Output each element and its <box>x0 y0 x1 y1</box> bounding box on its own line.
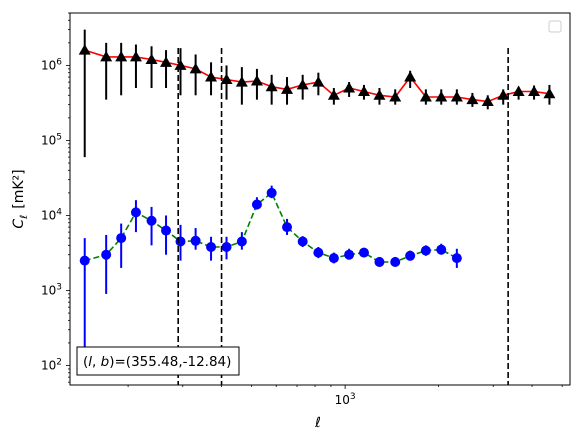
y-tick-label: 105 <box>41 132 62 147</box>
data-point <box>297 236 308 247</box>
data-point <box>481 95 494 107</box>
data-point <box>512 85 525 96</box>
data-point <box>189 62 202 74</box>
data-point <box>190 235 201 246</box>
legend-box[interactable] <box>548 20 562 33</box>
data-point <box>466 93 479 105</box>
y-tick-label: 104 <box>41 207 62 222</box>
annotation-text: (l, b)=(355.48,-12.84) <box>83 354 231 370</box>
data-point <box>450 90 463 102</box>
data-point <box>161 225 172 236</box>
data-point <box>344 249 355 260</box>
data-point <box>130 207 141 218</box>
x-axis-label: ℓ <box>314 415 321 431</box>
data-point <box>100 50 113 62</box>
data-point <box>405 250 416 261</box>
data-point <box>78 44 91 55</box>
data-point <box>419 90 432 102</box>
data-point <box>390 256 401 267</box>
data-point <box>265 80 278 92</box>
data-point <box>145 53 158 64</box>
svg-text:Cℓ[mK²]: Cℓ [mK²] <box>11 169 30 228</box>
y-tick-label: 106 <box>41 57 62 72</box>
data-point <box>115 50 128 62</box>
data-point <box>251 199 262 210</box>
y-tick-label: 103 <box>41 283 62 298</box>
data-point <box>79 255 90 266</box>
data-point <box>435 90 448 102</box>
data-point <box>328 253 339 264</box>
data-point <box>313 247 324 258</box>
data-point <box>420 245 431 256</box>
data-point <box>389 90 402 102</box>
data-point <box>543 87 556 99</box>
data-point <box>436 244 447 255</box>
data-point <box>220 73 233 84</box>
data-point <box>312 76 325 87</box>
y-axis-label-sub: ℓ <box>19 215 30 219</box>
series-1 <box>78 29 556 158</box>
data-point <box>146 215 157 226</box>
data-point <box>497 89 510 100</box>
vertical-lines <box>177 48 509 385</box>
y-axis-label: Cℓ [mK²] <box>11 169 30 228</box>
series-2 <box>79 185 462 369</box>
data-point <box>116 233 127 244</box>
y-axis-label-main: C <box>11 219 27 229</box>
axis-ticks: 102 103 104 105 106 103 <box>41 12 563 407</box>
data-point <box>282 222 293 233</box>
data-point <box>221 242 232 253</box>
data-point <box>250 75 263 86</box>
data-point <box>266 187 277 198</box>
y-axis-label-unit: [mK²] <box>11 169 27 208</box>
annotation-box <box>76 346 240 376</box>
data-point <box>327 89 340 100</box>
data-point <box>175 236 186 247</box>
x-tick-label: 103 <box>335 392 356 407</box>
series-line <box>84 49 550 103</box>
data-point <box>374 256 385 267</box>
data-point <box>451 253 462 264</box>
plot-frame <box>69 12 571 386</box>
data-point <box>206 242 217 253</box>
data-point <box>373 89 386 100</box>
series-layer <box>78 29 556 369</box>
data-point <box>236 236 247 247</box>
series-line <box>84 191 458 263</box>
data-point <box>358 247 369 258</box>
data-point <box>528 85 541 96</box>
data-point <box>404 71 417 82</box>
data-point <box>296 78 309 90</box>
data-point <box>357 85 370 96</box>
data-point <box>235 76 248 87</box>
data-point <box>343 82 356 93</box>
y-tick-label: 102 <box>41 358 62 373</box>
data-point <box>205 71 218 82</box>
data-point <box>129 50 142 62</box>
data-point <box>160 56 173 67</box>
data-point <box>101 249 112 260</box>
data-point <box>281 83 294 94</box>
